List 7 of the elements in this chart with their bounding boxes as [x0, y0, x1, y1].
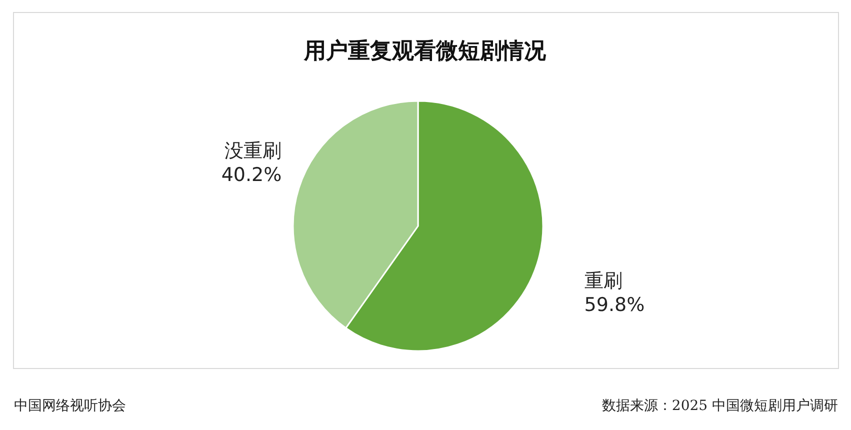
text: 中国网络视听协会 [14, 398, 126, 414]
chart-title: 用户重复观看微短剧情况 [303, 38, 547, 64]
source-note: 数据来源：2025 中国微短剧用户调研 [602, 398, 838, 414]
data-label: 40.2% [221, 164, 282, 186]
data-label: 59.8% [584, 294, 645, 316]
slice-label: 重刷 [584, 270, 622, 292]
slice-label: 没重刷 [224, 140, 282, 162]
